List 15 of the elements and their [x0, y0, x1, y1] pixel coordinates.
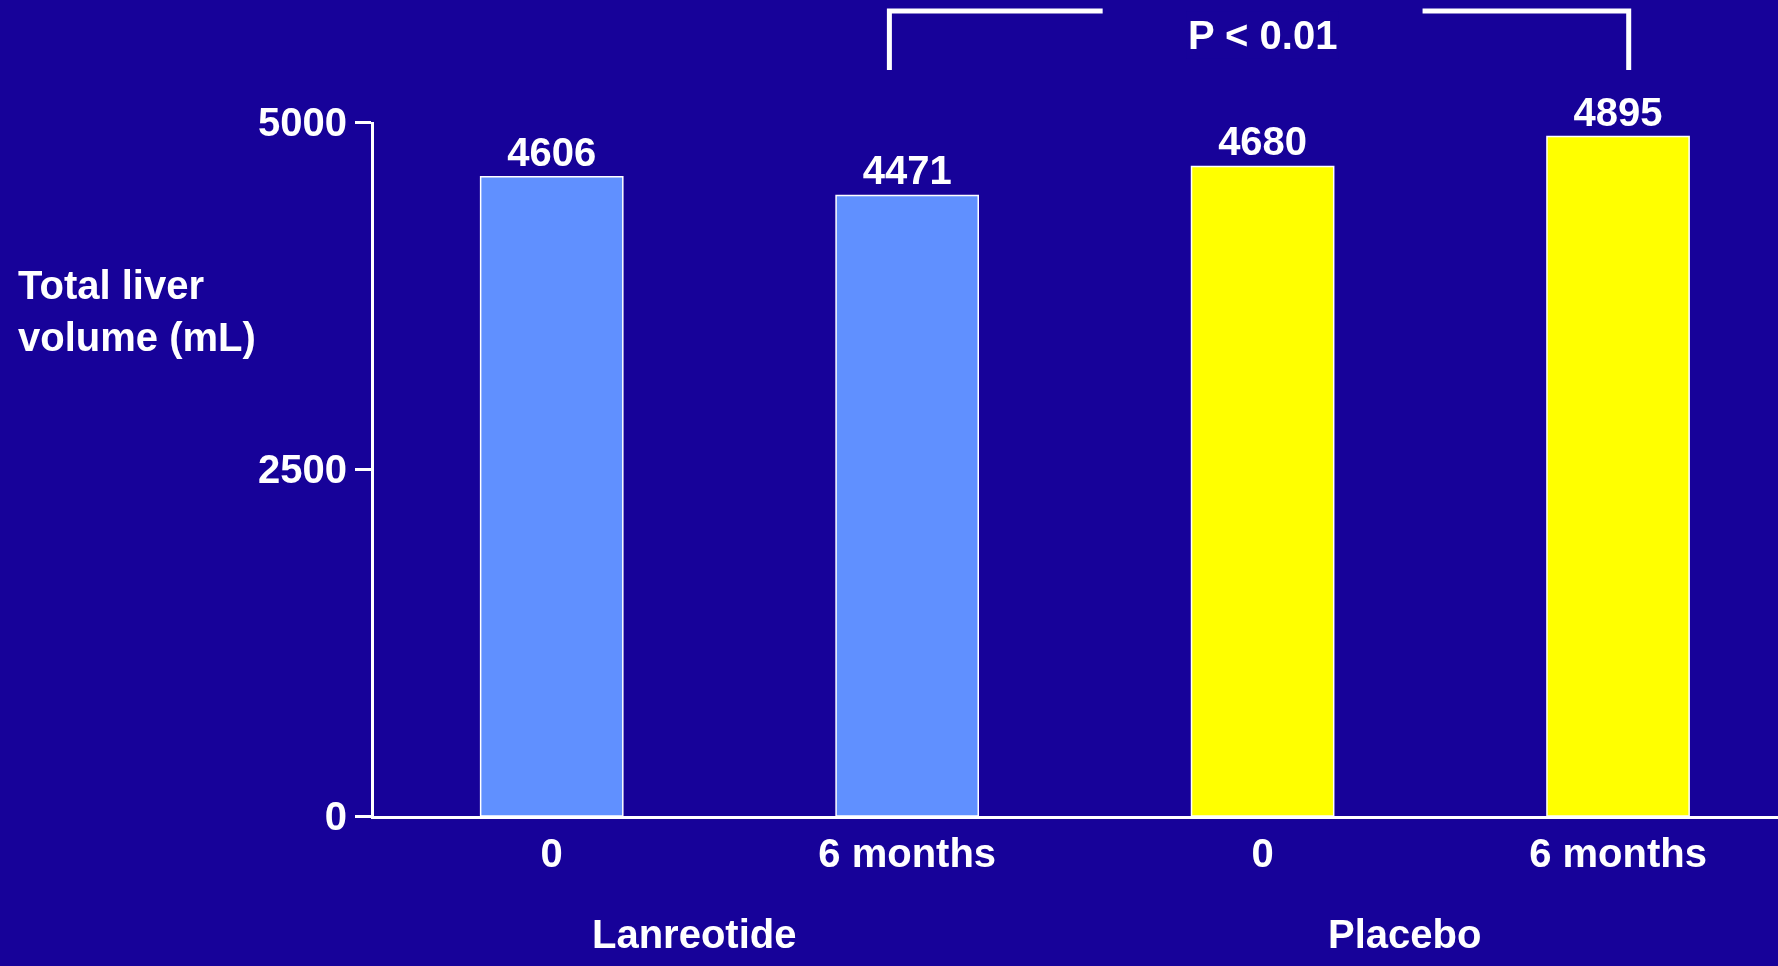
- y-tick-label: 2500: [258, 447, 347, 491]
- y-tick-label: 5000: [258, 100, 347, 144]
- y-axis-title: Total liver volume (mL): [18, 263, 256, 359]
- text: Lanreotide: [592, 912, 797, 956]
- y-tick-label: 0: [324, 794, 347, 838]
- data-label: 4895: [1573, 89, 1663, 134]
- data-label: 4471: [862, 148, 952, 193]
- data-label: 4606: [507, 129, 597, 174]
- text: P < 0.01: [1188, 13, 1338, 57]
- text: Placebo: [1328, 912, 1482, 956]
- x-tick-label: 6 months: [1529, 831, 1707, 875]
- data-label: 4680: [1218, 119, 1308, 164]
- x-tick-label: 0: [1251, 831, 1274, 875]
- x-tick-label: 0: [540, 831, 563, 875]
- x-tick-label: 6 months: [818, 831, 997, 875]
